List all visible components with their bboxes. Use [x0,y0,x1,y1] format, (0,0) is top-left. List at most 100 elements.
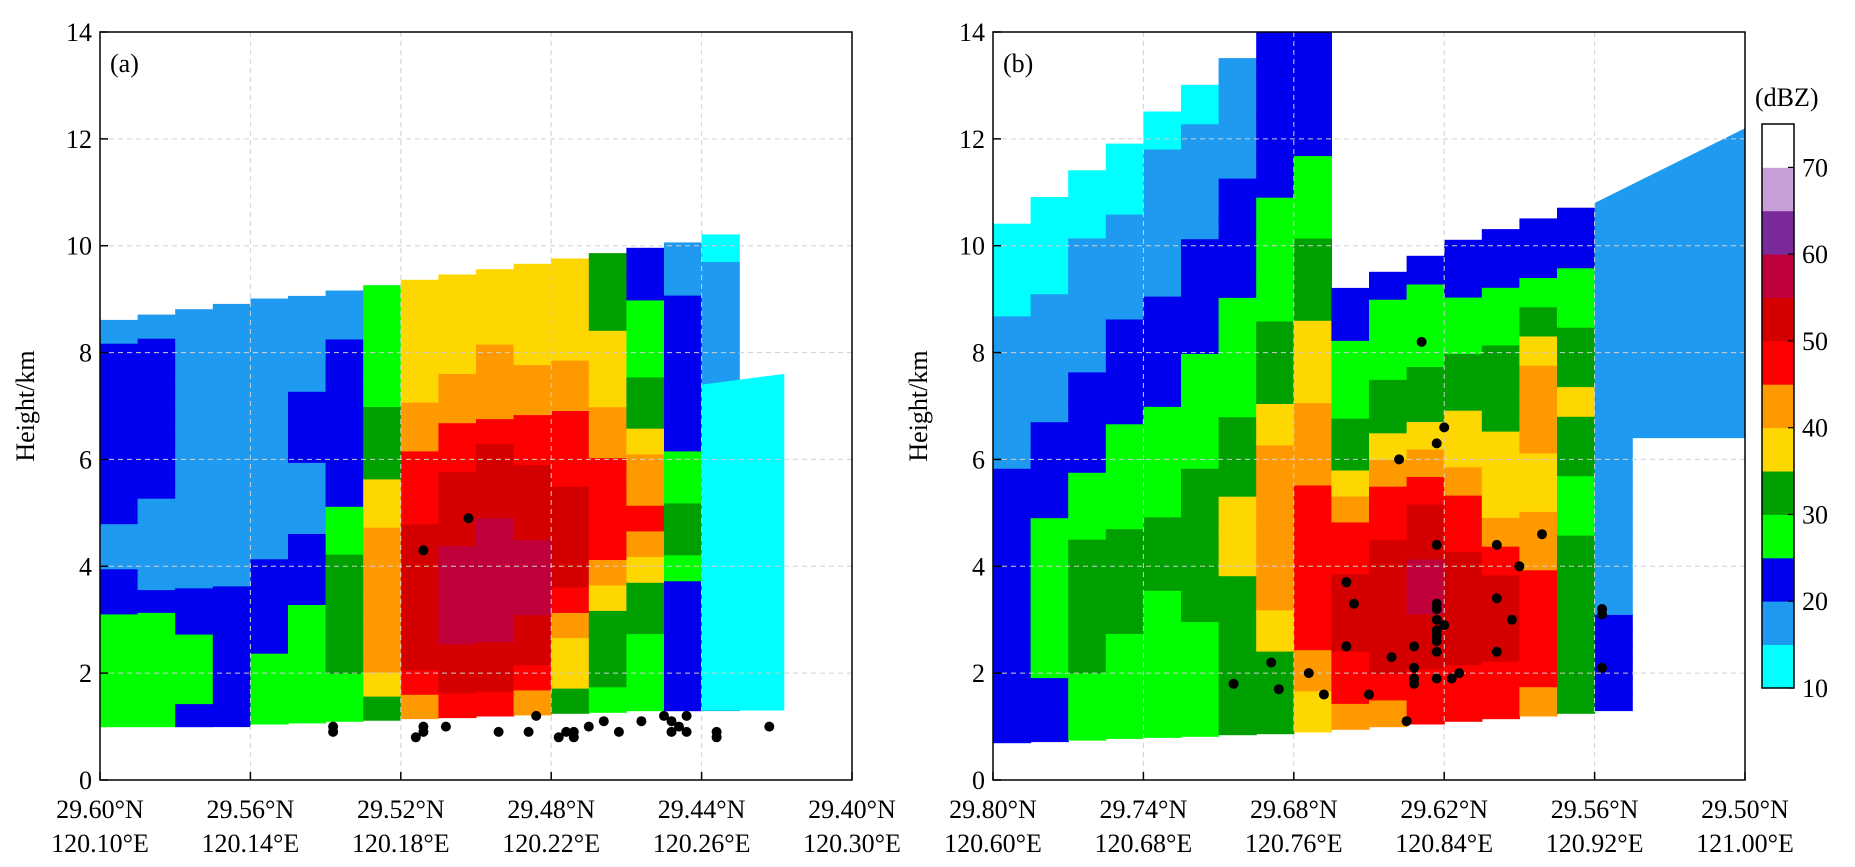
reflectivity-cell [993,467,1032,500]
reflectivity-cell [1105,493,1144,530]
colorbar-tick-label: 50 [1802,327,1828,356]
reflectivity-cell [551,384,590,411]
y-tick-label: 4 [972,552,985,581]
reflectivity-cell [137,703,176,728]
reflectivity-cell [1143,258,1182,297]
colorbar-tick-label: 10 [1802,674,1828,703]
reflectivity-cell [175,563,214,589]
reflectivity-cell [513,288,552,315]
colorbar-frame [1761,123,1795,689]
reflectivity-cell [325,338,364,364]
lightning-point [531,710,542,721]
colorbar-swatch [1762,514,1794,559]
reflectivity-cell [626,247,665,275]
reflectivity-cell [476,541,515,568]
reflectivity-cell [288,509,327,534]
x-tick-label-lon: 120.68°E [1095,829,1193,858]
lightning-point [1597,609,1608,620]
reflectivity-cell [1481,315,1520,346]
reflectivity-cell [400,401,439,427]
reflectivity-cell [250,392,289,418]
reflectivity-cell [288,438,327,463]
reflectivity-cell [363,381,402,407]
reflectivity-cell [588,355,627,382]
reflectivity-cell [400,450,439,476]
lightning-point [674,721,684,732]
reflectivity-cell [1594,629,1633,647]
reflectivity-cell [1369,378,1408,407]
reflectivity-cell [1406,558,1445,587]
reflectivity-cell [1331,391,1370,419]
lightning-point [636,716,647,727]
panel-a: 0 2 4 6 8 10 12 14 29.60°N 120.10°E 29.56°N 120.14… [11,18,901,858]
reflectivity-cell [1143,111,1182,150]
colorbar-swatch [1762,297,1794,342]
reflectivity-cell [1256,320,1295,363]
reflectivity-cell [363,430,402,456]
reflectivity-cell [363,671,402,697]
reflectivity-cell [175,494,214,519]
reflectivity-cell [175,656,214,681]
reflectivity-cell [250,605,289,631]
lightning-point [1394,454,1405,465]
reflectivity-cell [1444,239,1483,270]
reflectivity-cell [438,422,477,448]
reflectivity-cell [1519,539,1558,571]
reflectivity-cell [175,401,214,427]
reflectivity-cell [363,623,402,649]
reflectivity-cell [1256,526,1295,570]
reflectivity-cell [1218,455,1257,497]
reflectivity-cell [1406,503,1445,532]
reflectivity-cell [250,298,289,324]
reflectivity-cell [212,561,251,587]
reflectivity-cell [325,457,364,483]
reflectivity-cell [175,679,214,705]
reflectivity-cell [1519,423,1558,454]
lightning-point [553,732,564,743]
reflectivity-cell [137,406,176,431]
reflectivity-cell [1218,177,1257,219]
reflectivity-cell [626,427,665,455]
reflectivity-cell [626,376,665,404]
reflectivity-cell [626,607,665,635]
reflectivity-cell [1594,501,1633,519]
reflectivity-cell [1068,705,1107,741]
reflectivity-cell [1256,279,1295,322]
plot-frame-b [992,31,1746,781]
reflectivity-cell [551,687,590,714]
reflectivity-cell [1293,607,1332,651]
reflectivity-cell [1444,494,1483,524]
reflectivity-cell [1143,589,1182,628]
lightning-point [1597,662,1608,673]
reflectivity-cell [1218,495,1257,537]
reflectivity-cell [1369,512,1408,541]
reflectivity-field-a [100,234,785,728]
reflectivity-cell [1181,84,1220,125]
reflectivity-cell [513,514,552,541]
reflectivity-cell [551,308,590,336]
reflectivity-cell [1369,699,1408,728]
reflectivity-cell [325,481,364,507]
reflectivity-cell [100,635,139,660]
colorbar-swatch [1762,167,1794,212]
reflectivity-cell [1181,314,1220,354]
lightning-point [1491,593,1502,604]
reflectivity-cell [476,690,515,717]
reflectivity-cell [551,586,590,613]
reflectivity-cell [1030,357,1069,391]
reflectivity-cell [626,504,665,532]
reflectivity-cell [1105,213,1144,250]
reflectivity-cell [1331,469,1370,497]
reflectivity-cell [325,577,364,603]
reflectivity-cell [1105,143,1144,180]
reflectivity-cell [1256,444,1295,487]
reflectivity-cell [1519,393,1558,425]
reflectivity-cell [175,517,214,542]
reflectivity-cell [1181,697,1220,737]
reflectivity-cell [438,692,477,719]
colorbar-swatch [1762,210,1794,255]
reflectivity-cell [1105,528,1144,565]
reflectivity-cell [1406,283,1445,312]
reflectivity-cell [701,287,740,315]
reflectivity-cell [551,636,590,664]
